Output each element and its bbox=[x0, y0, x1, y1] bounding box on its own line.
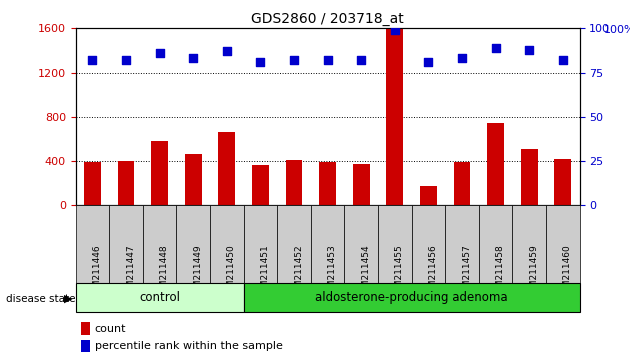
Text: GSM211453: GSM211453 bbox=[328, 244, 336, 299]
Bar bbox=[84, 162, 101, 205]
Bar bbox=[109, 205, 143, 283]
Text: count: count bbox=[94, 324, 126, 333]
Bar bbox=[411, 205, 445, 283]
Point bbox=[154, 50, 164, 56]
Text: GSM211446: GSM211446 bbox=[93, 244, 101, 299]
Bar bbox=[311, 205, 345, 283]
Bar bbox=[445, 205, 479, 283]
Bar bbox=[244, 283, 580, 312]
Text: GSM211452: GSM211452 bbox=[294, 244, 303, 299]
Bar bbox=[319, 162, 336, 205]
Bar bbox=[386, 29, 403, 205]
Bar bbox=[285, 160, 302, 205]
Bar bbox=[151, 141, 168, 205]
Text: GSM211459: GSM211459 bbox=[529, 244, 538, 299]
Bar bbox=[554, 159, 571, 205]
Point bbox=[188, 56, 198, 61]
Point bbox=[88, 57, 98, 63]
Bar bbox=[479, 205, 512, 283]
Title: GDS2860 / 203718_at: GDS2860 / 203718_at bbox=[251, 12, 404, 26]
Bar bbox=[454, 162, 471, 205]
Point bbox=[121, 57, 131, 63]
Bar bbox=[353, 164, 370, 205]
Bar bbox=[76, 283, 244, 312]
Bar bbox=[420, 186, 437, 205]
Text: GSM211458: GSM211458 bbox=[496, 244, 505, 299]
Text: GSM211460: GSM211460 bbox=[563, 244, 572, 299]
Text: GSM211457: GSM211457 bbox=[462, 244, 471, 299]
Y-axis label: 100%: 100% bbox=[604, 25, 630, 35]
Bar bbox=[118, 161, 134, 205]
Text: GSM211454: GSM211454 bbox=[361, 244, 370, 299]
Text: percentile rank within the sample: percentile rank within the sample bbox=[94, 341, 283, 351]
Point bbox=[423, 59, 433, 65]
Point bbox=[323, 57, 333, 63]
Bar bbox=[252, 166, 269, 205]
Bar bbox=[345, 205, 378, 283]
Point bbox=[524, 47, 534, 52]
Bar bbox=[512, 205, 546, 283]
Bar bbox=[176, 205, 210, 283]
Text: ▶: ▶ bbox=[64, 294, 72, 304]
Text: GSM211449: GSM211449 bbox=[193, 244, 202, 299]
Text: GSM211450: GSM211450 bbox=[227, 244, 236, 299]
Point bbox=[289, 57, 299, 63]
Bar bbox=[487, 124, 504, 205]
Text: disease state: disease state bbox=[6, 294, 76, 304]
Bar bbox=[244, 205, 277, 283]
Point bbox=[390, 27, 400, 33]
Bar bbox=[81, 322, 89, 335]
Point bbox=[356, 57, 366, 63]
Bar bbox=[143, 205, 176, 283]
Point bbox=[558, 57, 568, 63]
Point bbox=[255, 59, 265, 65]
Text: GSM211448: GSM211448 bbox=[159, 244, 169, 299]
Point bbox=[222, 48, 232, 54]
Bar bbox=[210, 205, 244, 283]
Bar bbox=[378, 205, 411, 283]
Text: GSM211455: GSM211455 bbox=[395, 244, 404, 299]
Text: control: control bbox=[139, 291, 180, 304]
Text: GSM211447: GSM211447 bbox=[126, 244, 135, 299]
Text: GSM211451: GSM211451 bbox=[260, 244, 270, 299]
Bar bbox=[277, 205, 311, 283]
Bar bbox=[219, 132, 235, 205]
Bar bbox=[546, 205, 580, 283]
Point bbox=[457, 56, 467, 61]
Bar bbox=[81, 340, 89, 352]
Bar bbox=[76, 205, 109, 283]
Text: GSM211456: GSM211456 bbox=[428, 244, 437, 299]
Point bbox=[491, 45, 501, 51]
Bar bbox=[185, 154, 202, 205]
Text: aldosterone-producing adenoma: aldosterone-producing adenoma bbox=[315, 291, 508, 304]
Bar bbox=[521, 149, 537, 205]
